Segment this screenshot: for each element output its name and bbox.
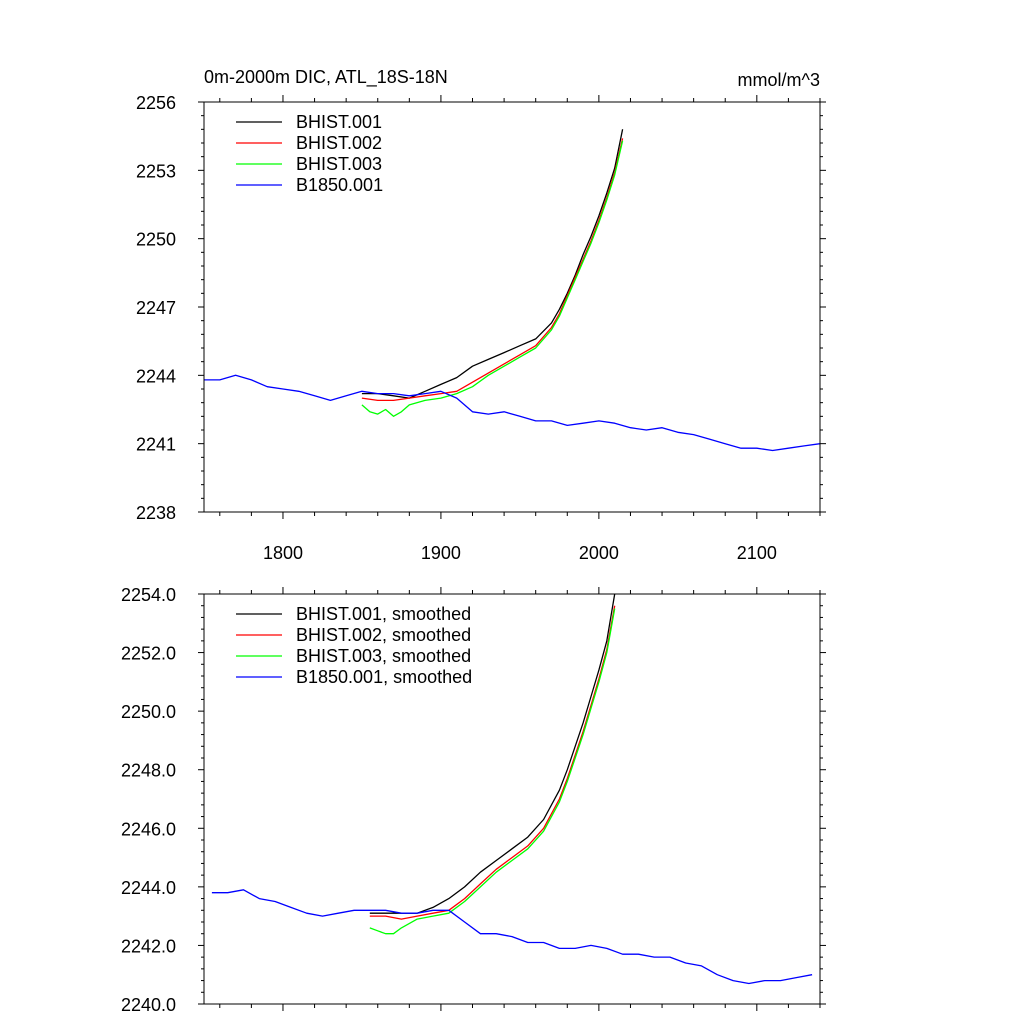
top-series-line bbox=[204, 374, 821, 452]
bottom-legend-label: B1850.001, smoothed bbox=[296, 667, 472, 687]
top-series-line bbox=[361, 138, 624, 402]
top-series bbox=[204, 129, 821, 452]
top-legend-label: BHIST.003 bbox=[296, 154, 382, 174]
top-series-line bbox=[361, 129, 624, 399]
top-panel: 2238 2241 2244 2247 2250 2253 2256 1800 1900 200… bbox=[136, 93, 826, 563]
bottom-y-tick-labels: 2240.0 2242.0 2244.0 2246.0 2248.0 2250.0 2252… bbox=[121, 585, 176, 1015]
units-label: mmol/m^3 bbox=[738, 70, 820, 90]
bottom-axis-ticks bbox=[198, 587, 826, 1011]
bottom-y-tick-label: 2246.0 bbox=[121, 819, 176, 839]
top-x-tick-label: 1800 bbox=[263, 543, 303, 563]
chart-title: 0m-2000m DIC, ATL_18S-18N bbox=[204, 67, 448, 88]
bottom-y-tick-label: 2250.0 bbox=[121, 702, 176, 722]
top-y-tick-label: 2238 bbox=[136, 503, 176, 523]
bottom-y-tick-label: 2242.0 bbox=[121, 936, 176, 956]
bottom-series-line bbox=[369, 605, 616, 920]
top-x-tick-label: 2100 bbox=[737, 543, 777, 563]
bottom-series-line bbox=[369, 608, 616, 935]
bottom-plot-frame bbox=[203, 593, 821, 1005]
top-series-line bbox=[361, 140, 624, 417]
top-y-tick-labels: 2238 2241 2244 2247 2250 2253 2256 bbox=[136, 93, 176, 523]
bottom-y-tick-label: 2252.0 bbox=[121, 644, 176, 664]
bottom-y-tick-label: 2254.0 bbox=[121, 585, 176, 605]
bottom-y-tick-label: 2248.0 bbox=[121, 761, 176, 781]
top-x-tick-labels: 1800 1900 2000 2100 bbox=[263, 543, 777, 563]
top-y-tick-label: 2247 bbox=[136, 298, 176, 318]
top-y-tick-label: 2253 bbox=[136, 161, 176, 181]
bottom-legend-label: BHIST.001, smoothed bbox=[296, 604, 471, 624]
top-x-tick-label: 1900 bbox=[421, 543, 461, 563]
top-axis-ticks bbox=[198, 95, 826, 519]
bottom-y-tick-label: 2244.0 bbox=[121, 878, 176, 898]
bottom-y-tick-label: 2240.0 bbox=[121, 995, 176, 1015]
bottom-legend-label: BHIST.002, smoothed bbox=[296, 625, 471, 645]
top-x-tick-label: 2000 bbox=[579, 543, 619, 563]
bottom-panel: 2240.0 2242.0 2244.0 2246.0 2248.0 2250.0 2252… bbox=[121, 585, 826, 1015]
top-plot-frame bbox=[203, 101, 821, 513]
top-y-tick-label: 2256 bbox=[136, 93, 176, 113]
top-legend-label: B1850.001 bbox=[296, 175, 383, 195]
top-y-tick-label: 2241 bbox=[136, 435, 176, 455]
bottom-series-line bbox=[211, 889, 813, 985]
top-y-tick-label: 2250 bbox=[136, 230, 176, 250]
top-legend-label: BHIST.002 bbox=[296, 133, 382, 153]
top-y-tick-label: 2244 bbox=[136, 366, 176, 386]
bottom-series bbox=[211, 593, 813, 985]
bottom-legend-label: BHIST.003, smoothed bbox=[296, 646, 471, 666]
top-legend-label: BHIST.001 bbox=[296, 112, 382, 132]
